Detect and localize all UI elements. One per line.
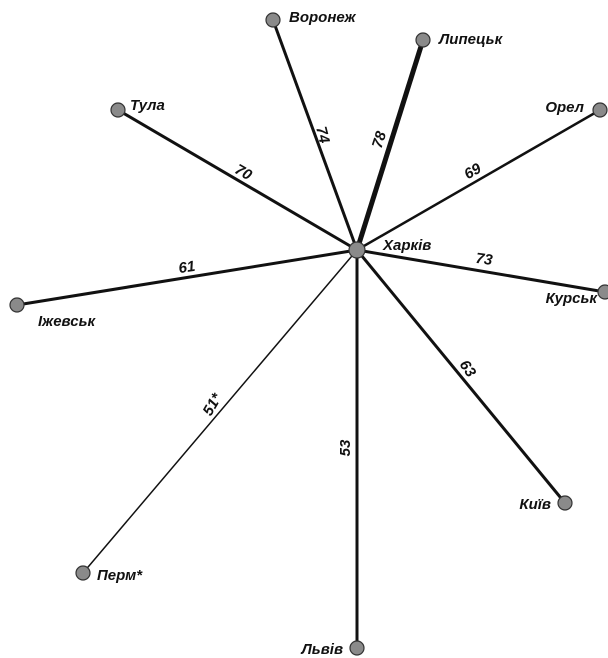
edge-label: 61 bbox=[177, 258, 196, 277]
edge-label: 74 bbox=[312, 125, 333, 146]
center-node bbox=[348, 241, 366, 259]
edge-label: 69 bbox=[461, 160, 485, 183]
edge-label: 73 bbox=[475, 250, 495, 269]
nodes: Воронеж Липецьк Тула Орел Іжевськ Курськ Київ П… bbox=[9, 9, 608, 658]
edge bbox=[82, 249, 358, 574]
edge-label: 70 bbox=[232, 161, 256, 184]
node-label: Перм* bbox=[97, 567, 143, 584]
node-label: Курськ bbox=[546, 290, 599, 307]
node bbox=[597, 284, 608, 300]
edge bbox=[356, 248, 606, 294]
edge bbox=[354, 39, 426, 251]
node bbox=[415, 32, 431, 48]
edge-label: 51* bbox=[200, 390, 227, 419]
node-label: Орел bbox=[545, 99, 584, 116]
node bbox=[592, 102, 608, 118]
edge bbox=[356, 108, 601, 252]
node-label: Воронеж bbox=[289, 9, 357, 26]
node bbox=[110, 102, 126, 118]
node-label: Львів bbox=[301, 641, 344, 658]
edge bbox=[271, 19, 359, 251]
edge bbox=[16, 248, 358, 307]
edges: 74 78 70 69 61 73 63 51* 53 bbox=[16, 19, 606, 648]
node-label: Іжевськ bbox=[38, 313, 96, 330]
node-label: Київ bbox=[519, 496, 551, 513]
edge-label: 78 bbox=[369, 129, 391, 151]
edge bbox=[117, 108, 358, 252]
node-label: Липецьк bbox=[438, 31, 504, 48]
center-label: Харків bbox=[382, 237, 431, 254]
node bbox=[9, 297, 25, 313]
node bbox=[75, 565, 91, 581]
node bbox=[265, 12, 281, 28]
edge-label: 63 bbox=[456, 357, 480, 381]
edge bbox=[355, 249, 567, 504]
node bbox=[349, 640, 365, 656]
edge-label: 53 bbox=[337, 439, 354, 456]
node-label: Тула bbox=[130, 97, 165, 114]
node bbox=[557, 495, 573, 511]
